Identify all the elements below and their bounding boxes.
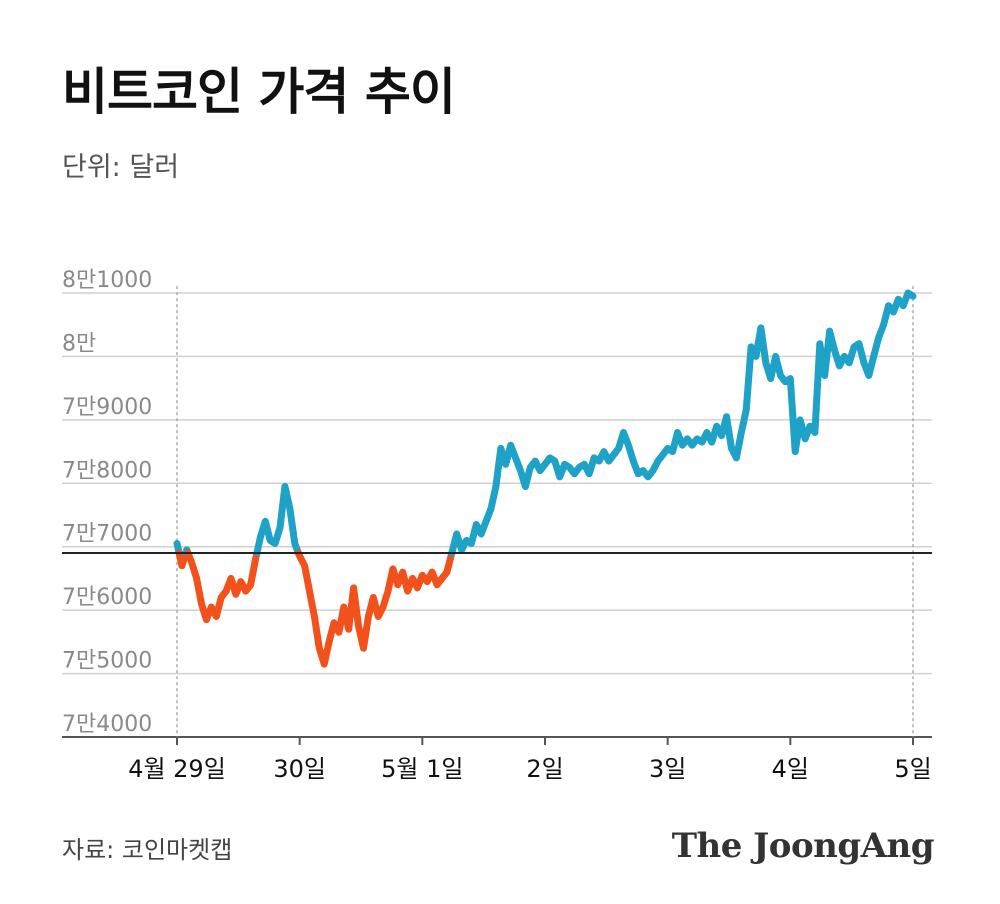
x-tick-label: 3일 [649,755,686,783]
y-tick-label: 7만7000 [62,522,152,547]
brand-logo: The JoongAng [671,826,935,866]
y-tick-label: 7만8000 [62,458,152,483]
x-tick-label: 4월 29일 [128,755,226,783]
price-line-above-segment [448,289,917,557]
x-tick-label: 5일 [894,755,931,783]
label-layer: 7만4000 7만5000 7만6000 7만7000 7만8000 7만9000 8만 8만… [62,268,932,783]
grid-layer [62,286,932,745]
price-line-below-segment [184,549,261,624]
unit-label: 단위: 달러 [62,152,180,183]
line-layer [62,289,932,668]
y-tick-label: 8만1000 [62,268,152,293]
y-tick-label: 7만6000 [62,585,152,610]
y-tick-label: 7만9000 [62,395,152,420]
price-line-above-segment [253,483,302,557]
x-tick-label: 30일 [273,755,326,783]
y-tick-label: 7만5000 [62,649,152,674]
y-tick-label: 8만 [62,331,96,356]
price-line-below-segment [175,549,190,570]
price-line-below-segment [294,549,456,668]
x-tick-label: 4일 [772,755,809,783]
x-tick-label: 5월 1일 [381,755,463,783]
y-tick-label: 7만4000 [62,712,152,737]
chart-title: 비트코인 가격 추이 [62,63,456,121]
x-tick-label: 2일 [526,755,563,783]
source-note: 자료: 코인마켓캡 [62,836,233,864]
